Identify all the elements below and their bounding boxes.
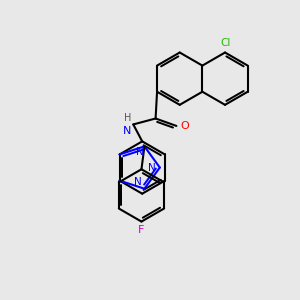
Text: Cl: Cl <box>221 38 231 48</box>
Text: N: N <box>122 126 131 136</box>
Text: N: N <box>134 177 142 187</box>
Text: O: O <box>180 121 189 131</box>
Text: F: F <box>138 225 145 235</box>
Text: N: N <box>136 147 143 157</box>
Text: H: H <box>124 113 131 123</box>
Text: N: N <box>148 163 156 172</box>
